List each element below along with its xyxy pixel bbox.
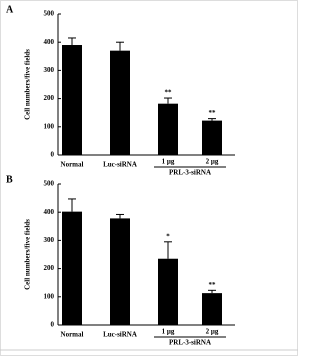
frame — [0, 0, 298, 356]
significance: ** — [165, 89, 173, 97]
x-tick-label: Luc-siRNA — [103, 161, 137, 169]
y-axis-label: Cell numbers/five fields — [24, 219, 32, 290]
bar — [202, 293, 222, 325]
y-tick-label: 400 — [44, 208, 55, 216]
bar — [110, 50, 130, 155]
y-tick-label: 400 — [44, 38, 55, 46]
x-tick-label: 2 μg — [206, 328, 219, 336]
bar — [202, 120, 222, 155]
x-tick-label: 1 μg — [162, 328, 175, 336]
y-tick-label: 0 — [51, 151, 55, 159]
significance: ** — [209, 109, 217, 117]
panel-label: B — [6, 174, 13, 185]
x-tick-label: 2 μg — [206, 158, 219, 166]
group-label: PRL-3-siRNA — [169, 339, 211, 347]
y-tick-label: 500 — [44, 10, 55, 18]
significance: ** — [209, 281, 217, 289]
significance: * — [166, 232, 170, 240]
y-tick-label: 200 — [44, 264, 55, 272]
bar — [110, 218, 130, 325]
x-tick-label: Normal — [61, 331, 84, 339]
x-tick-label: Luc-siRNA — [103, 331, 137, 339]
bar — [158, 258, 178, 325]
bar — [62, 45, 82, 155]
y-tick-label: 100 — [44, 292, 55, 300]
y-tick-label: 100 — [44, 122, 55, 130]
panel-label: A — [6, 4, 14, 15]
group-label: PRL-3-siRNA — [169, 169, 211, 177]
y-tick-label: 500 — [44, 180, 55, 188]
bar — [62, 211, 82, 325]
y-tick-label: 300 — [44, 66, 55, 74]
y-tick-label: 200 — [44, 94, 55, 102]
figure: A Cell numbers/five fields 0 100 200 300 400 50… — [0, 0, 298, 356]
bar — [158, 103, 178, 155]
y-tick-label: 300 — [44, 236, 55, 244]
y-axis-label: Cell numbers/five fields — [24, 49, 32, 120]
y-tick-label: 0 — [51, 321, 55, 329]
x-tick-label: 1 μg — [162, 158, 175, 166]
x-tick-label: Normal — [61, 161, 84, 169]
